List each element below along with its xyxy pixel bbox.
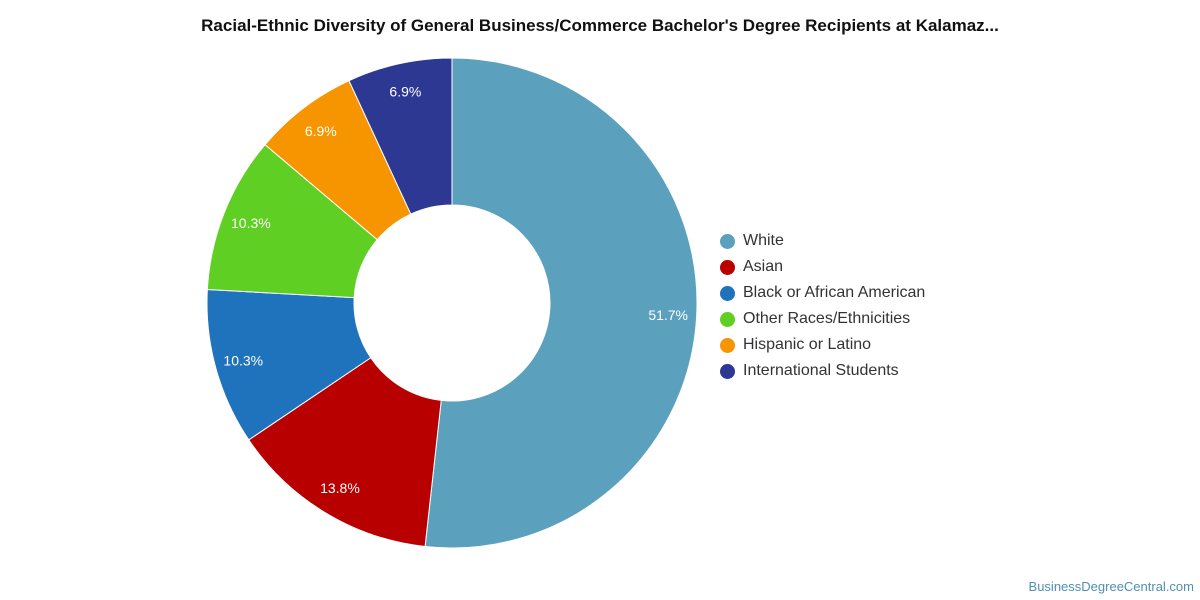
legend-label: White [743, 232, 784, 249]
slice-label-white: 51.7% [648, 307, 688, 323]
legend-item-international-students[interactable]: International Students [720, 358, 925, 384]
legend-item-asian[interactable]: Asian [720, 254, 925, 280]
legend-swatch [720, 259, 735, 275]
chart-title: Racial-Ethnic Diversity of General Busin… [201, 16, 999, 35]
legend-swatch [720, 233, 735, 249]
slice-label-black-or-african-american: 10.3% [223, 353, 263, 369]
slice-white[interactable] [424, 57, 698, 549]
slice-label-international-students: 6.9% [389, 84, 421, 100]
legend-item-white[interactable]: White [720, 228, 925, 254]
legend-label: International Students [743, 362, 899, 379]
slice-international-students[interactable] [348, 57, 453, 215]
watermark[interactable]: BusinessDegreeCentral.com [1028, 579, 1194, 594]
slice-asian[interactable] [248, 357, 442, 548]
slice-label-other-races-ethnicities: 10.3% [231, 215, 271, 231]
slice-label-asian: 13.8% [320, 480, 360, 496]
legend-label: Hispanic or Latino [743, 336, 872, 353]
legend-swatch [720, 337, 735, 353]
slice-black-or-african-american[interactable] [206, 288, 372, 441]
slice-label-hispanic-or-latino: 6.9% [305, 123, 337, 139]
legend: White Asian Black or African American Other… [720, 228, 925, 384]
legend-swatch [720, 285, 735, 301]
legend-item-other-races-ethnicities[interactable]: Other Races/Ethnicities [720, 306, 925, 332]
legend-item-hispanic-or-latino[interactable]: Hispanic or Latino [720, 332, 925, 358]
legend-item-black-or-african-american[interactable]: Black or African American [720, 280, 925, 306]
legend-swatch [720, 363, 735, 379]
legend-label: Asian [743, 258, 784, 275]
legend-label: Black or African American [743, 284, 926, 301]
legend-swatch [720, 311, 735, 327]
legend-label: Other Races/Ethnicities [743, 310, 911, 327]
slice-other-races-ethnicities[interactable] [206, 143, 378, 299]
